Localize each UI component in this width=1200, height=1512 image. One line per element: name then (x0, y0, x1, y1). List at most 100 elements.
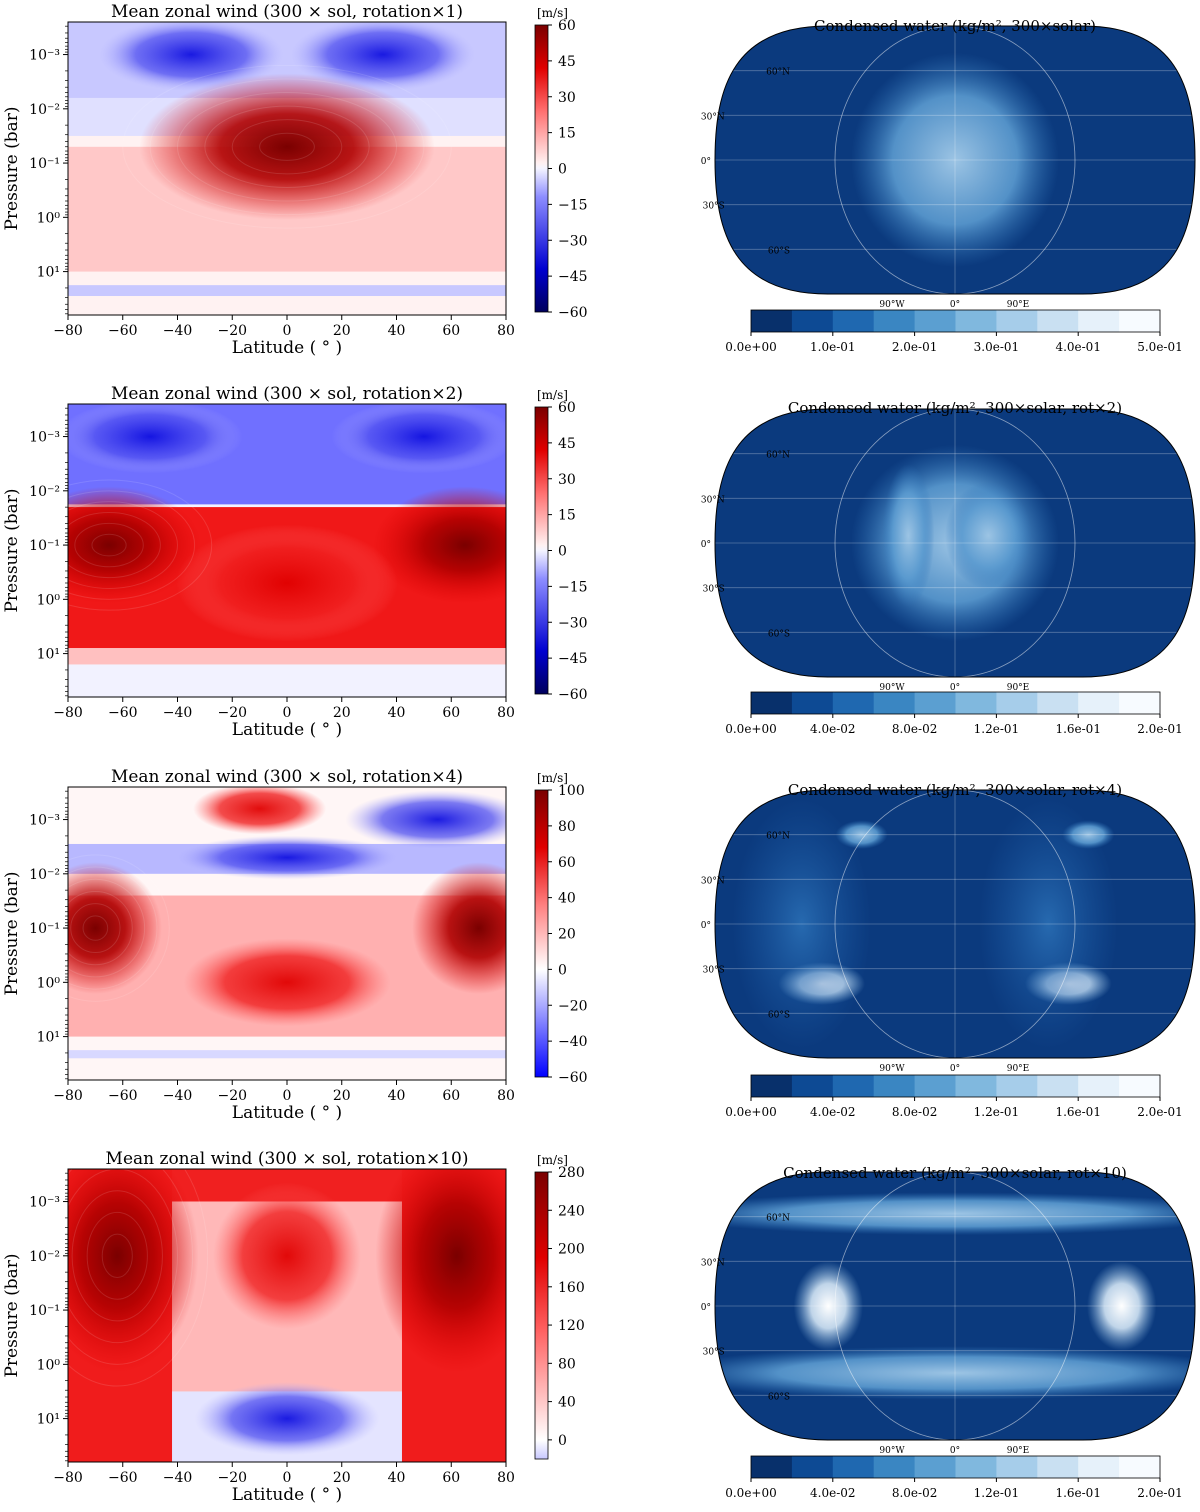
map-colorbar-frame (750, 1074, 1161, 1098)
colorbar-tick-label: 40 (558, 1395, 576, 1411)
map-cloud-feature (851, 52, 1059, 268)
map-plot-area (715, 1172, 1195, 1440)
map-colorbar-tick-label: 1.6e-01 (1055, 722, 1101, 736)
wind-ylabel: Pressure (bar) (2, 871, 22, 995)
map-colorbar-bin (1037, 310, 1079, 332)
y-tick-label: 10⁻¹ (29, 538, 60, 554)
graticule-meridian (834, 790, 1076, 1058)
wind-contour-line (68, 890, 133, 966)
map-plot-area (715, 790, 1195, 1058)
colorbar-tick-label: 45 (558, 54, 576, 70)
wind-colorbar (534, 406, 549, 695)
map-colorbar-bin (955, 310, 997, 332)
wind-feature-westward (331, 404, 506, 474)
wind-ylabel: Pressure (bar) (2, 1253, 22, 1377)
colorbar-tick-label: 60 (558, 400, 576, 416)
map-lon-label: 90°E (1007, 683, 1030, 693)
map-lat-label: 0° (701, 540, 711, 550)
graticule-meridian (834, 1172, 1076, 1440)
map-colorbar-bin (832, 692, 875, 714)
y-tick-label: 10⁻¹ (29, 156, 60, 172)
map-colorbar-tick-label: 8.0e-02 (892, 722, 938, 736)
wind-contour-line (68, 1169, 194, 1365)
wind-plot-area (68, 1169, 506, 1462)
y-tick-label: 10⁻³ (29, 430, 60, 446)
x-tick-label: 60 (442, 705, 460, 721)
map-cloud-feature (882, 464, 935, 608)
map-colorbar-bin (996, 1456, 1038, 1478)
graticule-meridian (834, 790, 1076, 1058)
wind-title: Mean zonal wind (300 × sol, rotation×4) (111, 767, 463, 787)
map-colorbar-bin (996, 1075, 1038, 1097)
wind-title: Mean zonal wind (300 × sol, rotation×2) (111, 384, 463, 404)
map-colorbar-tick-label: 1.2e-01 (974, 1105, 1020, 1119)
map-lat-label: 60°S (768, 1392, 790, 1402)
colorbar-tick-label: 80 (558, 1356, 576, 1372)
x-tick-label: 40 (388, 1470, 406, 1486)
map-lon-label: 90°W (879, 300, 905, 310)
map-colorbar-bin (914, 1456, 956, 1478)
colorbar-tick-label: 30 (558, 90, 576, 106)
wind-feature-eastward-jet (68, 862, 162, 994)
map-cloud-feature (1062, 820, 1115, 849)
map-title: Condensed water (kg/m², 300×solar, rot×1… (783, 1164, 1127, 1182)
y-tick-label: 10⁻¹ (29, 1303, 60, 1319)
colorbar-tick-label: −15 (558, 197, 588, 213)
wind-band (68, 648, 506, 665)
wind-contour-line (86, 1211, 148, 1300)
map-colorbar-frame (750, 1455, 1161, 1479)
x-tick-label: 20 (333, 323, 351, 339)
map-colorbar-frame (750, 309, 1161, 333)
wind-feature-westward (194, 1381, 380, 1456)
map-panel-3: Condensed water (kg/m², 300×solar, rot×4… (701, 781, 1196, 1119)
wind-ylabel: Pressure (bar) (2, 106, 22, 230)
wind-title: Mean zonal wind (300 × sol, rotation×10) (106, 1149, 469, 1169)
x-tick-label: −80 (53, 1470, 83, 1486)
y-tick-label: 10¹ (37, 265, 60, 281)
wind-band (68, 1050, 506, 1059)
wind-contour-line (71, 1190, 163, 1322)
map-colorbar-tick-label: 0.0e+00 (725, 1486, 777, 1500)
map-colorbar-bin (1037, 1075, 1079, 1097)
map-plot-area (715, 409, 1195, 677)
x-tick-label: −40 (163, 1088, 193, 1104)
y-tick-label: 10⁻³ (29, 48, 60, 64)
x-tick-label: 0 (283, 1470, 292, 1486)
map-colorbar-bin (832, 1456, 875, 1478)
map-colorbar-bin (914, 692, 956, 714)
colorbar-tick-label: 0 (558, 1433, 567, 1449)
colorbar-tick-label: −60 (558, 687, 588, 703)
map-colorbar-bin (791, 1456, 834, 1478)
wind-feature-eastward (193, 787, 327, 835)
map-lat-label: 60°S (768, 629, 790, 639)
wind-feature-eastward-jet (412, 862, 506, 994)
map-lat-label: 30°S (703, 1348, 725, 1358)
map-lon-label: 90°W (879, 683, 905, 693)
wind-contour-line (68, 866, 158, 990)
map-colorbar-bin (1078, 1456, 1120, 1478)
map-colorbar-bin (873, 1456, 916, 1478)
x-tick-label: −20 (217, 323, 247, 339)
colorbar-tick-label: 200 (558, 1242, 585, 1258)
map-panel-1: Condensed water (kg/m², 300×solar) 60°N 30… (701, 17, 1196, 354)
map-colorbar-tick-label: 2.0e-01 (892, 340, 938, 354)
map-lat-label: 30°S (703, 202, 725, 212)
wind-contour-line (231, 119, 343, 175)
wind-colorbar (534, 24, 549, 313)
map-cloud-feature (732, 798, 872, 1050)
map-colorbar-tick-label: 8.0e-02 (892, 1486, 938, 1500)
y-tick-label: 10⁻³ (29, 1195, 60, 1211)
wind-contour-line (101, 1233, 133, 1279)
map-lon-label: 90°E (1007, 300, 1030, 310)
map-colorbar-tick-label: 2.0e-01 (1137, 722, 1183, 736)
map-lon-label: 0° (950, 683, 960, 693)
x-tick-label: 60 (442, 323, 460, 339)
map-colorbar-tick-label: 1.6e-01 (1055, 1486, 1101, 1500)
map-lon-label: 0° (950, 1446, 960, 1456)
x-tick-label: 0 (283, 1088, 292, 1104)
colorbar-tick-label: −40 (558, 1034, 588, 1050)
wind-panel-1: Mean zonal wind (300 × sol, rotation×1) −… (2, 2, 588, 358)
map-colorbar-tick-label: 1.0e-01 (810, 340, 856, 354)
graticule-meridian (834, 1172, 1076, 1440)
